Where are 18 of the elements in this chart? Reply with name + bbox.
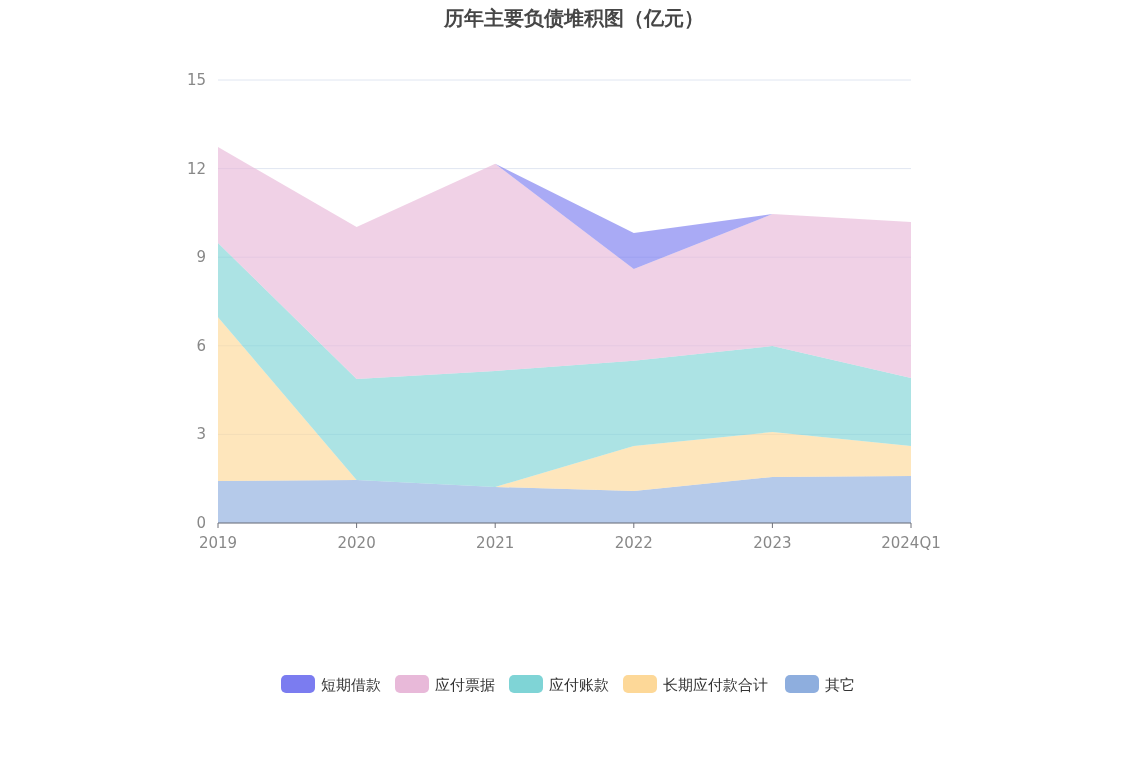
y-tick-label: 9 xyxy=(196,248,206,267)
chart-title: 历年主要负债堆积图（亿元） xyxy=(443,6,704,30)
y-tick-label: 12 xyxy=(186,159,206,178)
x-tick-label: 2021 xyxy=(476,534,515,552)
y-tick-label: 15 xyxy=(186,71,206,89)
legend-label: 长期应付款合计 xyxy=(663,676,768,694)
x-tick-label: 2019 xyxy=(198,534,238,552)
legend-label: 应付账款 xyxy=(549,676,609,694)
x-tick-label: 2020 xyxy=(337,534,376,552)
legend-label: 短期借款 xyxy=(321,676,381,694)
legend-label: 其它 xyxy=(825,676,855,694)
x-tick-label: 2024Q1 xyxy=(881,534,941,552)
x-tick-label: 2023 xyxy=(753,534,792,552)
y-tick-label: 3 xyxy=(196,425,206,444)
legend-label: 应付票据 xyxy=(435,676,495,694)
x-tick-label: 2022 xyxy=(614,534,653,552)
y-tick-label: 6 xyxy=(196,336,206,355)
y-tick-label: 0 xyxy=(196,514,206,532)
